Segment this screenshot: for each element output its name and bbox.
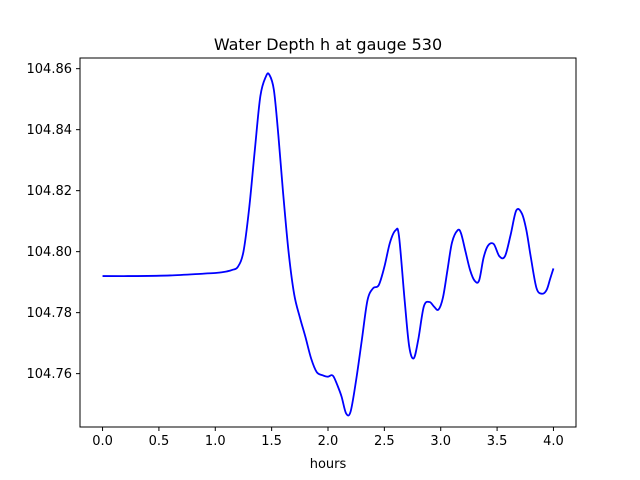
x-tick-label: 3.0 [430, 434, 451, 449]
y-tick-label: 104.86 [27, 62, 73, 77]
series-line [102, 72, 555, 417]
x-tick-label: 2.5 [374, 434, 395, 449]
x-tick-label: 3.5 [487, 434, 508, 449]
series-layer [102, 72, 555, 417]
y-tick-label: 104.82 [27, 184, 73, 199]
x-tick-label: 0.5 [149, 434, 170, 449]
y-axis: 104.76 104.78 104.80 104.82 104.84 104.86 [27, 62, 80, 382]
x-tick-label: 1.5 [261, 434, 282, 449]
x-tick-label: 1.0 [205, 434, 226, 449]
x-axis: 0.0 0.5 1.0 1.5 2.0 2.5 3.0 3.5 4.0 [92, 427, 564, 449]
y-tick-label: 104.80 [27, 245, 73, 260]
y-tick-label: 104.76 [27, 367, 73, 382]
x-axis-label: hours [310, 457, 347, 472]
x-tick-label: 4.0 [543, 434, 564, 449]
y-tick-label: 104.84 [27, 123, 73, 138]
x-tick-label: 0.0 [92, 434, 113, 449]
chart-title: Water Depth h at gauge 530 [214, 35, 442, 54]
plot-area-frame [79, 57, 577, 428]
x-tick-label: 2.0 [318, 434, 339, 449]
y-tick-label: 104.78 [27, 306, 73, 321]
